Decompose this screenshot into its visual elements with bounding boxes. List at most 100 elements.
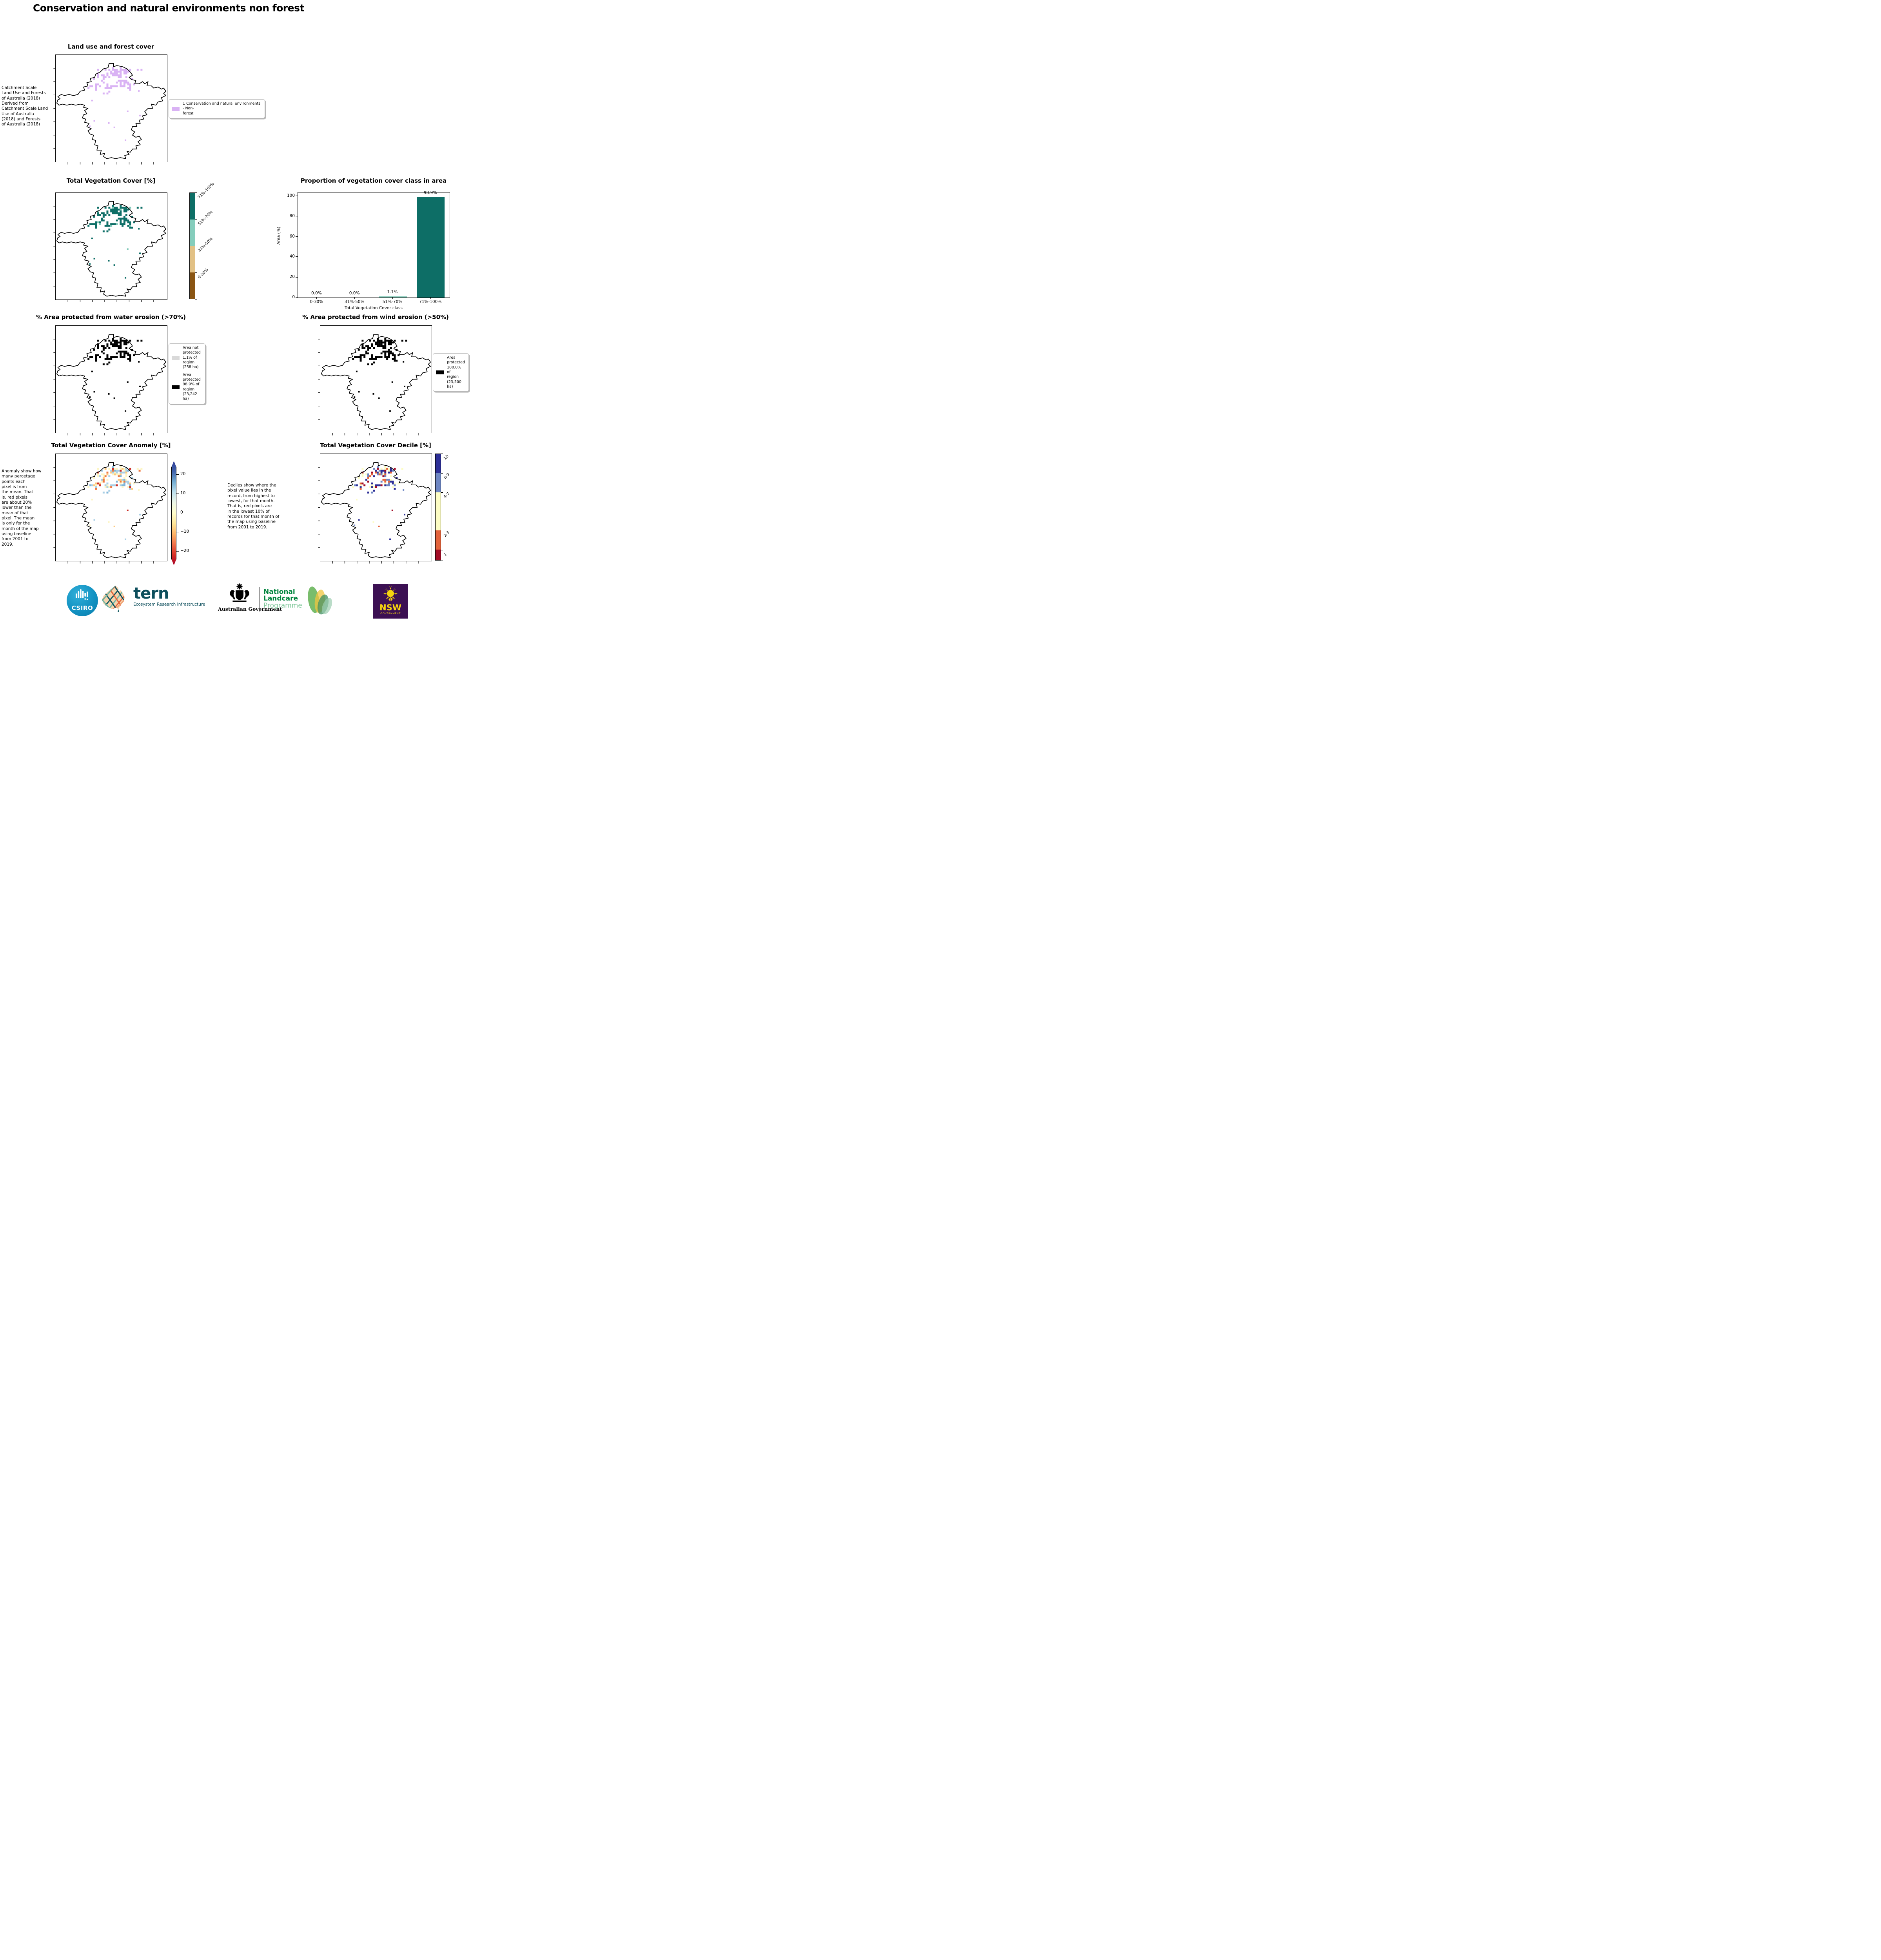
colorbar-label: 10 [443,454,450,461]
anomaly-colorbar-tick-label: −20 [180,548,189,553]
bar-chart-ytick: 20 [289,274,295,279]
tern-wordmark: tern [133,584,169,603]
water-map-canvas [56,326,167,433]
landuse-source-note: Catchment Scale Land Use and Forests of … [2,85,48,127]
bar-value-label: 0.0% [311,291,322,296]
bar-value-label: 98.9% [423,190,437,195]
waratah-icon [383,586,398,601]
colorbar-segment [190,193,195,220]
bar-chart-plot-area [298,192,450,298]
colorbar-segment [436,492,441,531]
landcare-leaves-icon [308,586,332,615]
colorbar-segment [436,549,441,560]
csiro-soundwave-icon [76,589,88,600]
vegcover-map-canvas [56,193,167,299]
anomaly-map-canvas [56,454,167,561]
bar-chart-xtick: 0-30% [310,299,323,304]
landuse-map [55,54,167,162]
colorbar-label: 4-7 [443,492,451,499]
footer-logos: CSIRO [0,580,470,619]
proportion-chart-title: Proportion of vegetation cover class in … [300,177,447,184]
bar-chart-xtick: 31%-50% [344,299,365,304]
nsw-wordmark: NSW [379,603,401,612]
colorbar-label: 2-3 [443,530,451,538]
footer-divider [259,587,260,612]
proportion-bar-chart: Area (%) Total Vegetation Cover class 0 2… [274,190,470,310]
landuse-legend: 1 Conservation and natural environments … [169,99,265,119]
csiro-logo: CSIRO [67,585,98,616]
tern-australia-icon [102,586,125,612]
nsw-government-label: GOVERNMENT [380,612,401,615]
landuse-legend-label: 1 Conservation and natural environments … [183,102,261,116]
australian-government-logo: Australian Government [218,583,282,612]
water-notprotected-swatch [172,356,180,360]
legend-entry: Area protected 100.0% of region (23,500 … [436,356,466,389]
bar-chart-ytick: 0 [292,295,295,299]
colorbar-segment [436,473,441,492]
colorbar-label: 71%-100% [197,181,216,200]
colorbar-segment [436,530,441,550]
bar-chart-ylabel: Area (%) [276,227,281,245]
decile-explainer: Deciles show where the pixel value lies … [227,483,280,530]
wind-legend: Area protected 100.0% of region (23,500 … [433,353,469,392]
bar-71%-100% [416,197,445,298]
australian-government-wordmark: Australian Government [218,606,282,612]
bar-chart-xtick: 71%-100% [419,299,442,304]
water-map [55,325,167,433]
wind-panel-title: % Area protected from wind erosion (>50%… [302,314,449,321]
coat-of-arms-icon [230,583,249,602]
colorbar-label: 8-9 [443,472,451,480]
tern-tagline: Ecosystem Research Infrastructure [133,602,205,607]
vegcover-colorbar: 71%-100% 51%-70% 31%-50% 0-30% [189,181,215,300]
legend-entry: Area protected 98.9% of region (23,242 h… [172,373,202,402]
landuse-map-canvas [56,55,167,162]
decile-colorbar: 10 8-9 4-7 2-3 1 [435,454,450,561]
bar-value-label: 0.0% [349,291,360,296]
anomaly-panel-title: Total Vegetation Cover Anomaly [%] [51,442,171,449]
vegcover-map [55,192,167,300]
csiro-wordmark: CSIRO [71,604,93,612]
bar-51%-70% [379,296,407,298]
nsw-government-logo: NSW GOVERNMENT [373,584,408,619]
colorbar-segment [436,454,441,473]
bar-value-label: 1.1% [387,290,398,295]
anomaly-colorbar-tick-label: 10 [180,490,186,495]
anomaly-colorbar: 20 10 0 −10 −20 [171,461,189,565]
water-panel-title: % Area protected from water erosion (>70… [36,314,186,321]
national-landcare-logo: National Landcare Programme [263,588,302,610]
wind-protected-swatch [436,370,444,375]
vegcover-panel-title: Total Vegetation Cover [%] [66,177,156,184]
colorbar-segment [190,219,195,246]
anomaly-explainer: Anomaly show how many percetage points e… [2,469,42,547]
legend-entry: Area not protected 1.1% of region (258 h… [172,346,202,370]
water-protected-label: Area protected 98.9% of region (23,242 h… [183,372,201,401]
decile-map-canvas [320,454,432,561]
wind-map [320,325,432,433]
colorbar-segment [190,246,195,272]
anomaly-colorbar-tick-label: −10 [180,529,189,534]
anomaly-colorbar-tick-label: 20 [180,472,186,477]
nlp-line1: National [263,588,295,596]
colorbar-label: 51%-70% [197,210,214,227]
bar-chart-ytick: 60 [289,234,295,239]
landuse-swatch [172,107,180,111]
colorbar-segment [190,272,195,299]
landuse-panel-title: Land use and forest cover [67,43,154,50]
bar-chart-ytick: 40 [289,254,295,259]
wind-protected-label: Area protected 100.0% of region (23,500 … [447,356,465,389]
water-notprotected-label: Area not protected 1.1% of region (258 h… [183,346,201,370]
bar-chart-xlabel: Total Vegetation Cover class [345,306,403,310]
bar-chart-xtick: 51%-70% [382,299,403,304]
water-legend: Area not protected 1.1% of region (258 h… [169,343,205,404]
water-protected-swatch [172,385,180,389]
anomaly-map [55,454,167,561]
colorbar-label: 0-30% [197,267,209,280]
bar-chart-ytick: 80 [289,213,295,218]
colorbar-label: 1 [443,552,448,557]
nlp-line3: Programme [263,601,302,610]
tern-logo: tern Ecosystem Research Infrastructure [133,586,205,607]
nlp-line2: Landcare [263,595,298,603]
bar-chart-ytick: 100 [287,193,295,198]
anomaly-colorbar-tick-label: 0 [180,510,183,515]
report-page: Conservation and natural environments no… [0,0,470,619]
